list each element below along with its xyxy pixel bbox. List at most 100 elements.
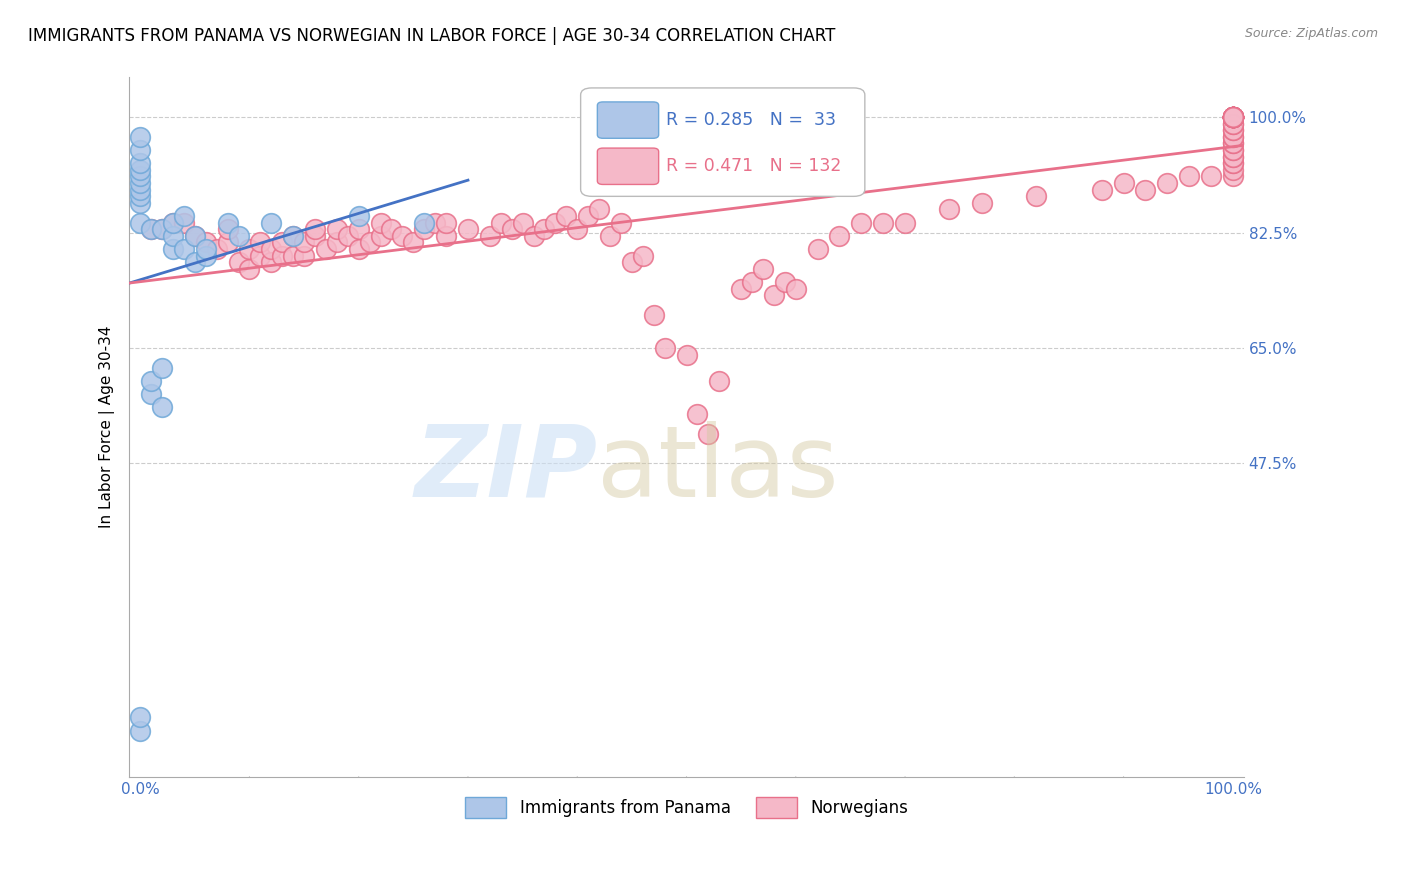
- Point: [567, 222, 589, 236]
- Point: [260, 216, 283, 230]
- Point: [654, 341, 676, 355]
- Point: [1222, 123, 1244, 137]
- Point: [807, 242, 830, 256]
- Point: [686, 407, 709, 421]
- Point: [238, 261, 260, 276]
- Point: [1222, 150, 1244, 164]
- Point: [173, 209, 195, 223]
- Point: [1199, 169, 1222, 184]
- Point: [347, 242, 370, 256]
- Point: [326, 222, 349, 236]
- Point: [228, 255, 250, 269]
- Point: [173, 216, 195, 230]
- Point: [1222, 110, 1244, 124]
- Point: [1135, 183, 1157, 197]
- Point: [1222, 110, 1244, 124]
- Point: [709, 374, 731, 388]
- Text: R = 0.471   N = 132: R = 0.471 N = 132: [666, 157, 842, 175]
- Point: [1222, 143, 1244, 157]
- Point: [1222, 110, 1244, 124]
- Text: R = 0.285   N =  33: R = 0.285 N = 33: [666, 112, 837, 129]
- Point: [184, 228, 207, 243]
- Point: [150, 222, 173, 236]
- Point: [1222, 110, 1244, 124]
- Point: [205, 242, 228, 256]
- Point: [1222, 110, 1244, 124]
- FancyBboxPatch shape: [581, 88, 865, 196]
- Point: [1222, 110, 1244, 124]
- Point: [129, 162, 152, 177]
- Point: [139, 222, 162, 236]
- Point: [697, 426, 720, 441]
- Point: [1222, 110, 1244, 124]
- Point: [762, 288, 785, 302]
- Point: [1222, 150, 1244, 164]
- Point: [129, 169, 152, 184]
- Point: [643, 308, 665, 322]
- Point: [402, 235, 425, 250]
- Point: [217, 216, 239, 230]
- FancyBboxPatch shape: [598, 102, 658, 138]
- Point: [478, 228, 501, 243]
- Point: [1222, 110, 1244, 124]
- Point: [184, 255, 207, 269]
- Point: [413, 222, 436, 236]
- Point: [1222, 110, 1244, 124]
- Point: [1222, 110, 1244, 124]
- Point: [1222, 110, 1244, 124]
- Point: [1222, 110, 1244, 124]
- Point: [129, 216, 152, 230]
- Point: [544, 216, 567, 230]
- Point: [129, 723, 152, 738]
- Point: [1222, 110, 1244, 124]
- Point: [129, 129, 152, 144]
- Point: [1222, 156, 1244, 170]
- Point: [184, 228, 207, 243]
- Point: [522, 228, 544, 243]
- Point: [194, 249, 217, 263]
- Point: [434, 216, 457, 230]
- Point: [194, 242, 217, 256]
- Point: [1222, 110, 1244, 124]
- Point: [249, 235, 271, 250]
- Y-axis label: In Labor Force | Age 30-34: In Labor Force | Age 30-34: [100, 326, 115, 528]
- Point: [631, 249, 654, 263]
- Point: [413, 216, 436, 230]
- Point: [620, 255, 643, 269]
- Point: [425, 216, 447, 230]
- Point: [1222, 110, 1244, 124]
- Point: [260, 242, 283, 256]
- Point: [150, 401, 173, 415]
- Point: [1222, 110, 1244, 124]
- Point: [292, 249, 315, 263]
- Point: [588, 202, 610, 217]
- Point: [512, 216, 534, 230]
- Point: [1222, 143, 1244, 157]
- Point: [752, 261, 775, 276]
- Point: [434, 228, 457, 243]
- Point: [271, 249, 294, 263]
- Text: ZIP: ZIP: [415, 421, 598, 517]
- Point: [347, 209, 370, 223]
- Point: [1222, 117, 1244, 131]
- Point: [129, 143, 152, 157]
- Point: [730, 282, 752, 296]
- Text: Source: ZipAtlas.com: Source: ZipAtlas.com: [1244, 27, 1378, 40]
- Point: [1222, 117, 1244, 131]
- Point: [315, 242, 337, 256]
- Point: [217, 222, 239, 236]
- Point: [1222, 162, 1244, 177]
- Point: [129, 189, 152, 203]
- Point: [741, 275, 763, 289]
- Point: [1222, 110, 1244, 124]
- Point: [1222, 129, 1244, 144]
- Point: [150, 360, 173, 375]
- Point: [162, 216, 184, 230]
- Point: [1222, 110, 1244, 124]
- Point: [555, 209, 578, 223]
- Point: [162, 228, 184, 243]
- Point: [391, 228, 413, 243]
- Point: [610, 216, 633, 230]
- Point: [129, 176, 152, 190]
- Point: [217, 235, 239, 250]
